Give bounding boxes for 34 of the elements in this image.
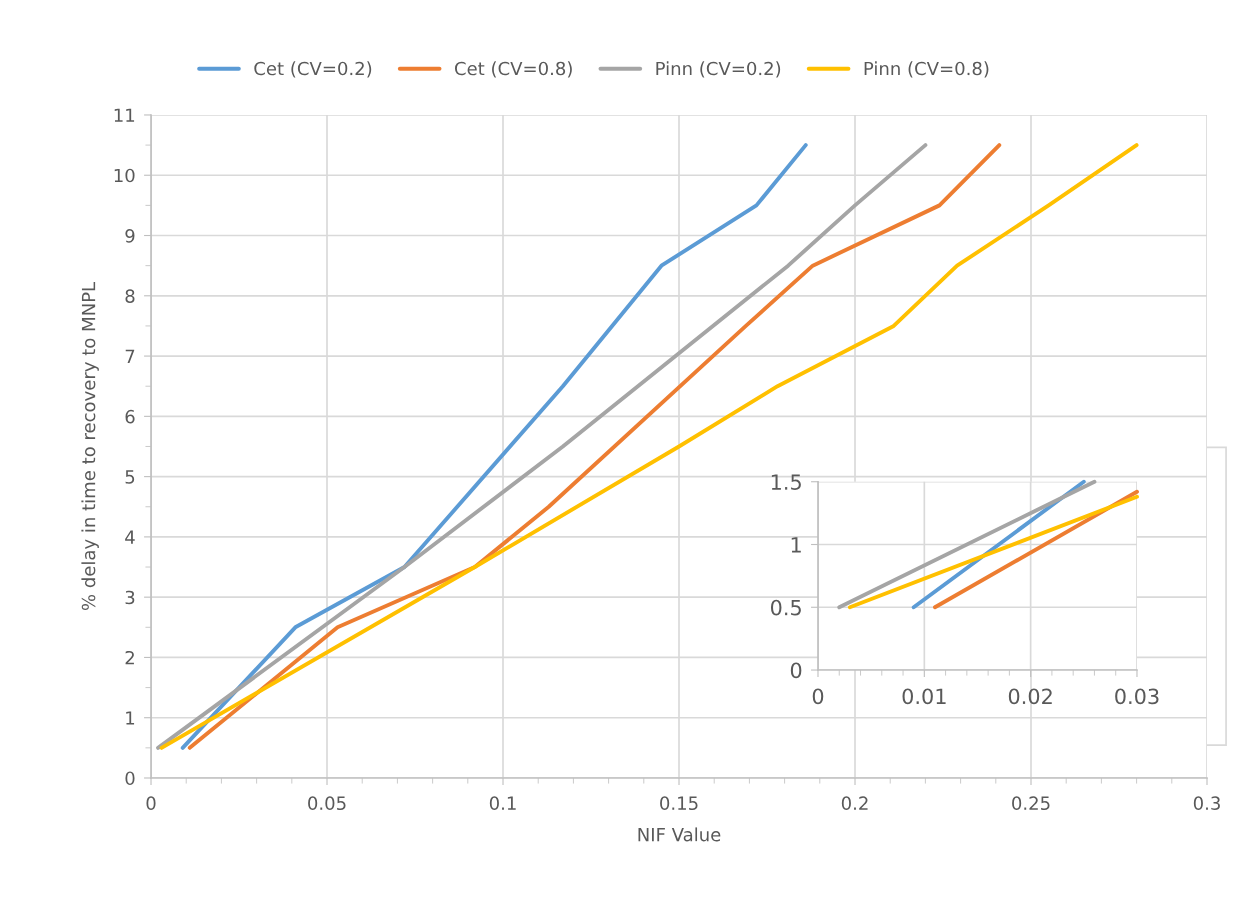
legend-label: Cet (CV=0.2) [254, 61, 372, 78]
legend-label: Pinn (CV=0.2) [656, 61, 781, 78]
y-tick-label: 1.5 [771, 474, 801, 490]
x-tick-label: 0.15 [660, 796, 698, 811]
y-tick-label: 0.5 [770, 599, 801, 616]
y-tick-label: 10 [114, 168, 135, 183]
x-tick-label: 0.02 [1008, 688, 1052, 705]
x-tick-label: 0 [146, 796, 156, 811]
x-tick-label: 0.25 [1012, 796, 1050, 811]
x-tick-label: 0.2 [841, 796, 868, 811]
x-tick-label: 0.03 [1115, 688, 1159, 705]
x-axis-title: NIF Value [638, 827, 721, 842]
y-tick-label: 3 [125, 590, 135, 605]
legend-label: Cet (CV=0.8) [454, 61, 572, 78]
y-tick-label: 8 [125, 289, 135, 303]
y-tick-label: 0 [125, 771, 135, 786]
legend-label: Pinn (CV=0.8) [864, 61, 989, 78]
x-tick-label: 0.01 [902, 688, 946, 705]
x-tick-label: 0.1 [489, 796, 516, 811]
y-tick-label: 9 [125, 228, 135, 243]
y-tick-label: 2 [125, 650, 134, 665]
x-tick-label: 0 [812, 688, 824, 705]
y-tick-label: 6 [125, 409, 135, 424]
line-series [180, 143, 808, 750]
y-tick-label: 11 [114, 108, 135, 122]
y-axis-title: % delay in time to recovery to MNPL [81, 281, 99, 611]
x-tick-label: 0.05 [308, 796, 346, 811]
y-tick-label: 5 [125, 470, 135, 484]
y-tick-label: 1 [126, 711, 135, 725]
y-tick-label: 7 [125, 349, 135, 363]
y-tick-label: 4 [125, 530, 135, 544]
x-tick-label: 0.3 [1193, 796, 1220, 811]
y-tick-label: 1 [791, 537, 801, 553]
y-tick-label: 0 [790, 662, 802, 679]
